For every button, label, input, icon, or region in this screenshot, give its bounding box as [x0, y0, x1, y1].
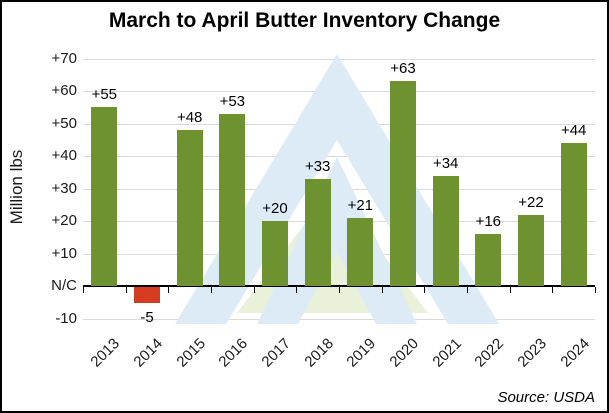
axis-tick — [211, 287, 212, 293]
y-tick-label: +40 — [51, 147, 77, 164]
axis-tick — [125, 287, 127, 293]
watermark-inner-chevron — [257, 157, 417, 324]
y-tick-label: +30 — [51, 179, 77, 197]
y-tick-label: +20 — [51, 212, 77, 229]
y-tick-label: +50 — [51, 114, 77, 132]
y-tick-label: +60 — [51, 82, 77, 99]
bar-value-label: +44 — [560, 122, 587, 139]
bar-value-label: +20 — [262, 200, 288, 217]
bar-value-label: +63 — [390, 60, 416, 78]
bar-value-label: +48 — [176, 109, 203, 126]
axis-tick — [83, 287, 84, 293]
bar-2015 — [176, 130, 203, 286]
x-tick-label: 2020 — [386, 335, 423, 371]
bar-2020 — [390, 81, 416, 287]
axis-tick — [253, 287, 255, 293]
y-tick-label: +70 — [51, 49, 77, 67]
x-axis-line — [83, 285, 595, 287]
gridline — [83, 318, 595, 320]
axis-tick — [552, 287, 554, 293]
bar-2014 — [134, 287, 160, 304]
bar-2024 — [560, 143, 587, 286]
bar-value-label: +55 — [91, 86, 118, 104]
axis-tick — [467, 287, 468, 293]
x-tick-label: 2022 — [471, 335, 508, 371]
bar-2019 — [347, 217, 374, 287]
x-tick-label: 2013 — [87, 335, 124, 371]
axis-tick — [296, 287, 298, 293]
axis-tick — [168, 287, 170, 293]
bar-2023 — [518, 214, 544, 286]
bar-value-label: +21 — [347, 196, 374, 214]
x-tick-label: 2021 — [429, 335, 465, 371]
watermark-outer-chevron — [175, 54, 499, 324]
chart-title: March to April Butter Inventory Change — [108, 9, 501, 32]
axis-tick — [381, 287, 383, 293]
axis-tick — [595, 287, 596, 293]
bar-value-label: +34 — [432, 154, 459, 172]
bar-value-label: +53 — [219, 92, 246, 110]
y-tick-label: N/C — [51, 277, 77, 294]
bar-2022 — [475, 234, 502, 286]
bar-2018 — [304, 178, 331, 287]
x-tick-label: 2023 — [514, 335, 551, 371]
axis-tick — [339, 287, 340, 293]
x-tick-label: 2018 — [301, 335, 337, 371]
bar-2013 — [91, 107, 118, 287]
bar-value-label: +33 — [304, 157, 331, 175]
x-tick-label: 2016 — [215, 335, 252, 371]
source-note: Source: USDA — [497, 389, 595, 406]
bar-2021 — [432, 175, 459, 286]
y-tick-label: +10 — [51, 244, 77, 262]
bar-2016 — [219, 113, 246, 287]
gridline — [83, 156, 595, 157]
axis-tick — [509, 287, 511, 293]
y-tick-label: -10 — [55, 309, 77, 327]
axis-tick — [424, 287, 426, 293]
x-tick-label: 2019 — [343, 335, 380, 371]
bar-value-label: +22 — [518, 193, 544, 211]
x-tick-label: 2024 — [557, 335, 593, 371]
x-tick-label: 2014 — [130, 335, 167, 371]
x-tick-label: 2017 — [258, 335, 295, 371]
x-tick-label: 2015 — [173, 335, 209, 371]
bar-2017 — [262, 221, 288, 286]
bar-value-label: +16 — [475, 213, 502, 230]
bar-value-label: -5 — [140, 309, 154, 327]
